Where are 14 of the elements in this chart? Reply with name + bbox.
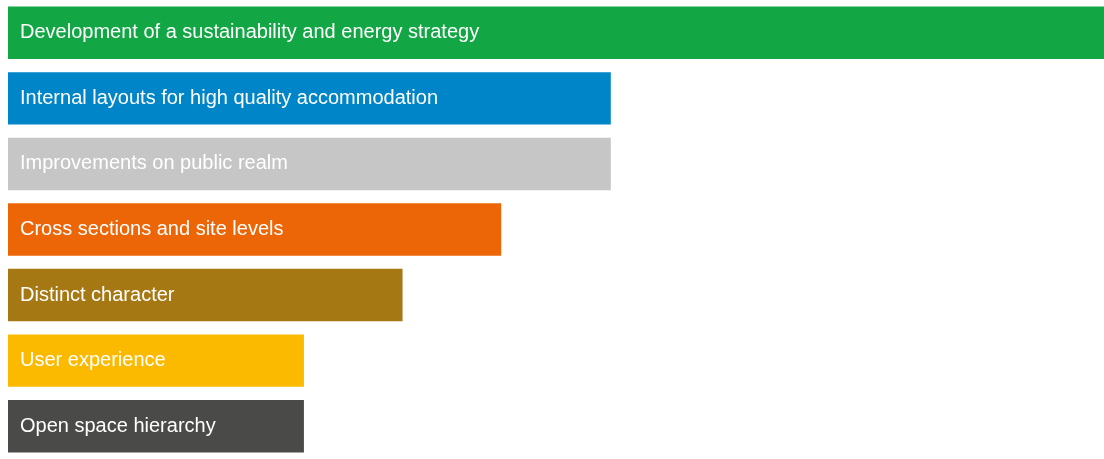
bar bbox=[8, 268, 403, 322]
bar bbox=[8, 72, 611, 125]
y-tick-label: Development of a sustainability and energy strategy bbox=[20, 20, 480, 43]
y-tick-label: Internal layouts for high quality accommodation bbox=[20, 85, 439, 108]
y-tick-label: Open space hierarchy bbox=[20, 413, 216, 436]
bar bbox=[8, 399, 304, 453]
bar bbox=[8, 203, 502, 256]
y-tick-label: Cross sections and site levels bbox=[20, 217, 284, 240]
y-tick-label: User experience bbox=[20, 348, 166, 371]
bar bbox=[8, 6, 1104, 60]
bar bbox=[8, 137, 611, 191]
bar bbox=[8, 334, 304, 387]
y-tick-label: Distinct character bbox=[20, 282, 175, 305]
y-tick-label: Improvements on public realm bbox=[20, 151, 288, 174]
